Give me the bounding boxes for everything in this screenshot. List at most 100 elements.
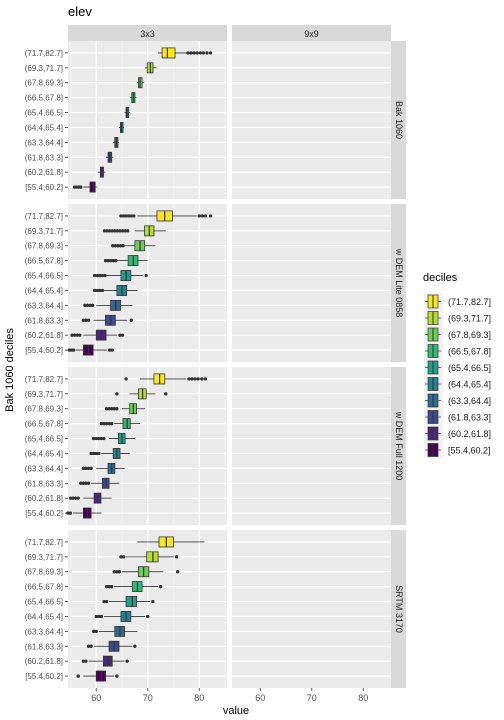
box-60-2-61-8 — [68, 492, 112, 504]
outlier-point — [71, 348, 76, 352]
outlier-point — [102, 229, 107, 233]
outlier-point — [97, 451, 101, 456]
legend-item-55-4-60-2: [55.4,60.2] — [424, 441, 491, 459]
box-60-2-61-8 — [97, 166, 106, 178]
outlier-point — [86, 466, 91, 470]
outlier-point — [126, 229, 130, 233]
outlier-point — [88, 303, 92, 307]
outlier-point — [92, 451, 96, 456]
y-tick-label: (69.3,71.7] — [25, 553, 63, 562]
outlier-point — [79, 481, 83, 485]
box-55-4-60-2 — [76, 670, 119, 682]
outlier-point — [119, 555, 123, 559]
legend-item-label: (67.8,69.3] — [448, 330, 491, 340]
outlier-point — [93, 273, 97, 278]
outlier-point — [98, 288, 102, 293]
y-tick-label: (64.4,65.4] — [25, 612, 63, 621]
outlier-point — [133, 644, 137, 648]
box-61-8-63-3 — [106, 151, 114, 163]
row-strip-label: SRTM 3170 — [394, 585, 404, 633]
panel-background — [232, 367, 391, 525]
y-tick-label: (60.2,61.8] — [25, 168, 63, 177]
panel-w-dem-lite-0858-9x9 — [67, 204, 391, 362]
outlier-point — [113, 244, 117, 248]
outlier-point — [75, 333, 79, 337]
panel-grid: 3x3 9x9 Bak 1060 w DEM Lite 0858 w DEM Full … — [25, 25, 406, 703]
column-strip-label: 9x9 — [304, 29, 319, 39]
box-64-4-65-4 — [94, 611, 150, 622]
outlier-point — [102, 599, 106, 604]
outlier-point — [81, 481, 85, 485]
box-63-3-64-4 — [92, 626, 138, 637]
box-iqr — [125, 596, 137, 607]
outlier-point — [144, 273, 148, 278]
y-tick-label: [55.4,60.2] — [25, 346, 63, 355]
outlier-point — [203, 214, 208, 218]
outlier-point — [74, 496, 78, 500]
box-66-5-67-8 — [104, 581, 163, 592]
y-tick-label: (65.4,66.5] — [25, 272, 63, 281]
box-60-2-61-8 — [81, 655, 129, 667]
y-tick-label: (64.4,65.4] — [25, 449, 63, 458]
y-tick-label: (64.4,65.4] — [25, 286, 63, 295]
outlier-point — [107, 407, 111, 411]
box-69-3-71-7 — [115, 388, 168, 400]
box-67-8-69-3 — [111, 240, 156, 252]
legend-item-69-3-71-7: (69.3,71.7] — [424, 309, 491, 327]
y-tick-label: [55.4,60.2] — [25, 183, 63, 192]
y-tick-label: (66.5,67.8] — [25, 94, 63, 103]
outlier-point — [176, 570, 180, 574]
outlier-point — [118, 333, 122, 337]
box-63-3-64-4 — [113, 137, 119, 148]
box-69-3-71-7 — [119, 551, 179, 563]
outlier-point — [97, 436, 101, 441]
box-66-5-67-8 — [99, 418, 141, 429]
outlier-point — [108, 348, 112, 352]
legend-item-label: (61.8,63.3] — [448, 413, 491, 423]
outlier-point — [68, 496, 73, 500]
outlier-point — [100, 273, 105, 278]
outlier-point — [208, 214, 213, 218]
outlier-point — [81, 659, 85, 663]
outlier-point — [68, 511, 73, 515]
outlier-point — [107, 585, 111, 589]
outlier-point — [186, 51, 190, 55]
box-69-3-71-7 — [145, 62, 157, 74]
outlier-point — [115, 392, 119, 396]
outlier-point — [120, 229, 125, 233]
outlier-point — [104, 599, 109, 604]
outlier-point — [84, 466, 88, 470]
y-tick-label: (61.8,63.3] — [25, 316, 63, 325]
outlier-point — [102, 436, 106, 441]
outlier-point — [108, 229, 112, 233]
outlier-point — [116, 244, 120, 248]
legend-item-label: (69.3,71.7] — [448, 314, 491, 324]
y-tick-label: (67.8,69.3] — [25, 242, 63, 251]
panel-w-dem-full-1200-9x9 — [66, 367, 391, 525]
outlier-point — [106, 259, 110, 263]
y-tick-label: (69.3,71.7] — [25, 64, 63, 73]
outlier-point — [195, 51, 199, 55]
outlier-point — [205, 51, 209, 55]
outlier-point — [127, 214, 131, 218]
box-61-8-63-3 — [81, 314, 133, 326]
outlier-point — [94, 451, 98, 456]
outlier-point — [86, 481, 91, 485]
outlier-point — [110, 422, 114, 426]
outlier-point — [71, 496, 75, 500]
outlier-point — [109, 259, 113, 263]
y-tick-label: (60.2,61.8] — [25, 657, 63, 666]
outlier-point — [114, 259, 118, 263]
outlier-point — [111, 259, 115, 263]
y-tick-label: (61.8,63.3] — [25, 642, 63, 651]
outlier-point — [112, 570, 116, 574]
outlier-point — [78, 333, 82, 337]
outlier-point — [174, 555, 179, 559]
outlier-point — [105, 229, 109, 233]
outlier-point — [81, 318, 85, 322]
outlier-point — [83, 303, 87, 307]
x-tick-label: 60 — [255, 693, 265, 703]
outlier-point — [89, 644, 93, 648]
outlier-point — [124, 377, 128, 381]
